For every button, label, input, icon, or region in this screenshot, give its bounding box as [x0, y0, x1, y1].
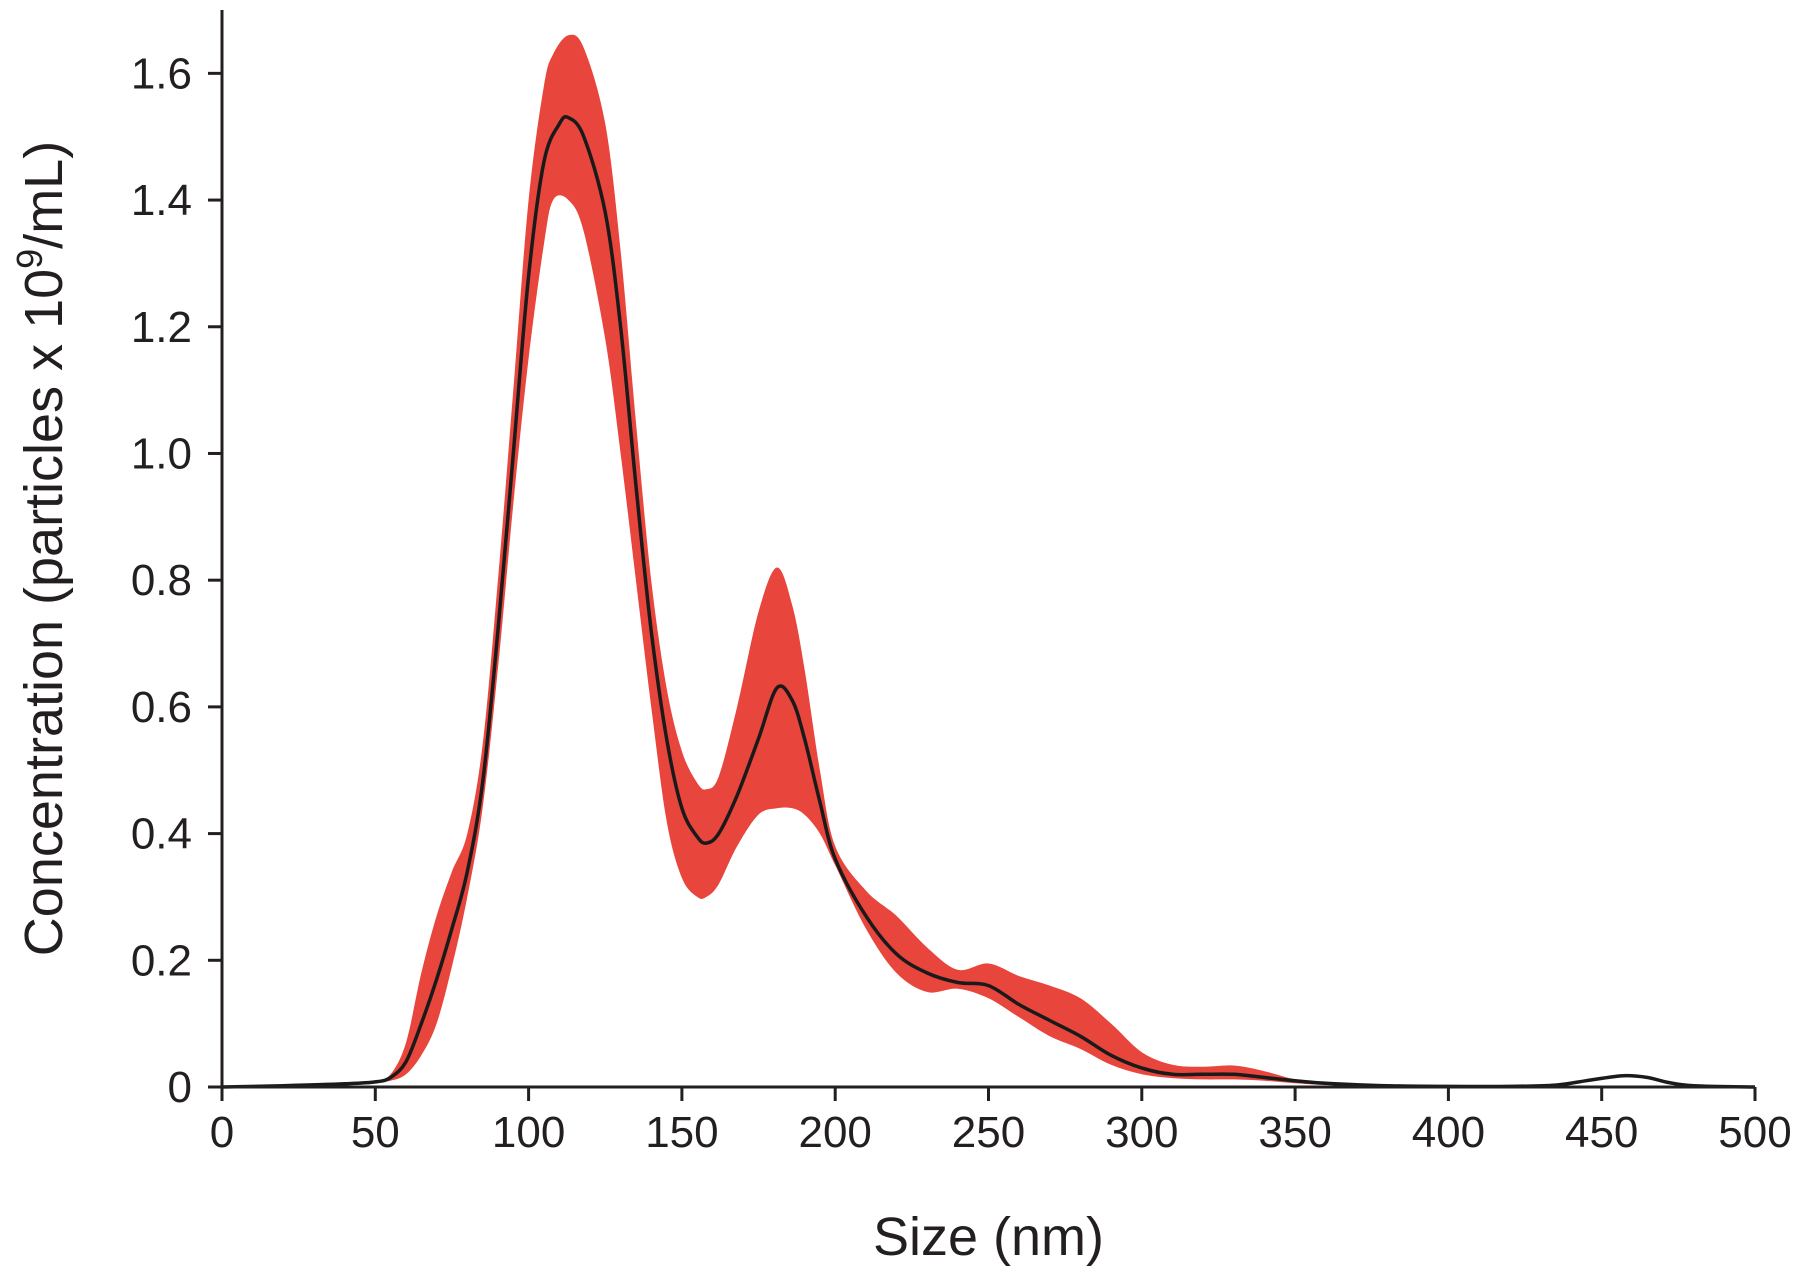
- x-tick-label: 450: [1565, 1108, 1638, 1157]
- x-tick-label: 400: [1412, 1108, 1485, 1157]
- y-tick-label: 0.2: [131, 936, 192, 985]
- x-tick-label: 150: [645, 1108, 718, 1157]
- y-axis-title: Concentration (particles x 109/mL): [9, 141, 75, 956]
- x-tick-label: 350: [1258, 1108, 1331, 1157]
- x-tick-label: 100: [492, 1108, 565, 1157]
- y-tick-label: 1.6: [131, 49, 192, 98]
- plot-area: [221, 34, 1756, 1089]
- y-tick-label: 0.8: [131, 556, 192, 605]
- x-tick-label: 500: [1718, 1108, 1791, 1157]
- y-tick-label: 0.6: [131, 683, 192, 732]
- y-tick-label: 0: [168, 1063, 192, 1112]
- y-tick-label: 1.4: [131, 176, 192, 225]
- error-band: [375, 34, 1326, 1086]
- y-axis-title-main: Concentration (particles x 10: [14, 269, 74, 956]
- x-axis-title: Size (nm): [873, 1207, 1104, 1267]
- x-tick-label: 50: [351, 1108, 400, 1157]
- y-tick-label: 1.2: [131, 303, 192, 352]
- x-tick-label: 0: [210, 1108, 234, 1157]
- x-axis-ticks: 0 50 100 150 200 250 300 350 400 450 500: [210, 1087, 1792, 1157]
- x-tick-label: 300: [1105, 1108, 1178, 1157]
- y-axis-ticks: 0 0.2 0.4 0.6 0.8 1.0 1.2 1.4 1.6: [131, 49, 222, 1112]
- x-tick-label: 250: [952, 1108, 1025, 1157]
- y-axis-title-tail: /mL): [14, 141, 74, 249]
- y-tick-label: 0.4: [131, 810, 192, 859]
- x-tick-label: 200: [798, 1108, 871, 1157]
- mean-line: [221, 115, 1756, 1089]
- y-axis-title-exponent: 9: [9, 249, 50, 269]
- y-tick-label: 1.0: [131, 429, 192, 478]
